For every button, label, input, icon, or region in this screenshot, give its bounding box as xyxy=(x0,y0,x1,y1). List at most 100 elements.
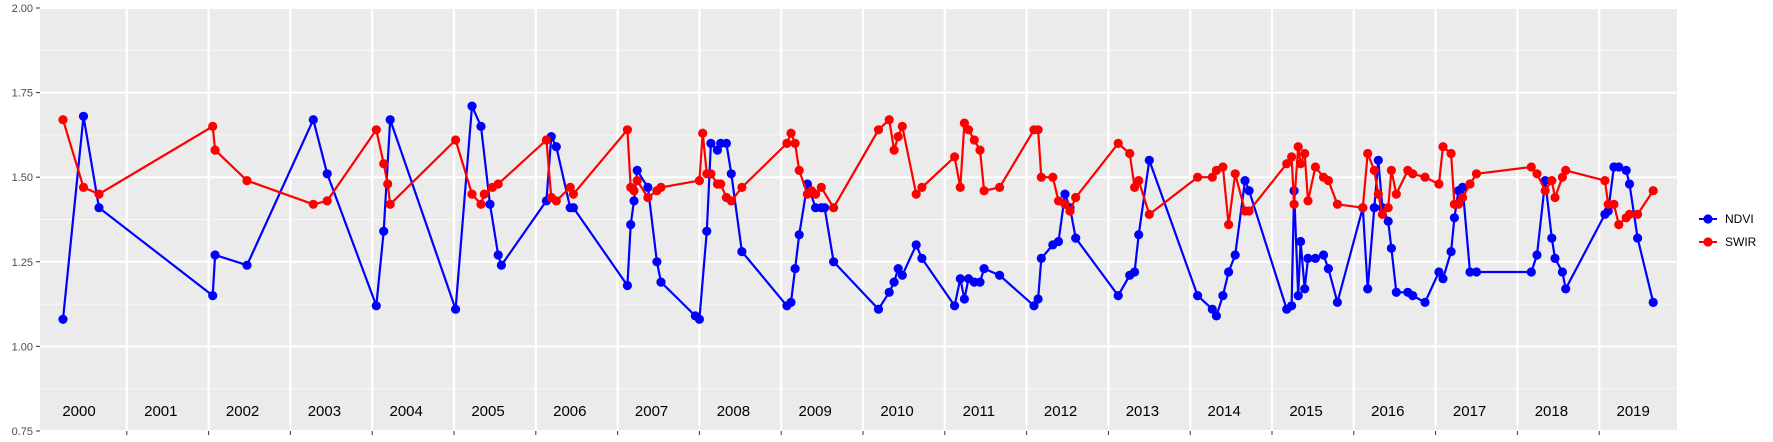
data-point-swir xyxy=(1071,192,1081,203)
data-point-swir xyxy=(975,145,985,155)
data-point-swir xyxy=(479,189,489,199)
data-point-swir xyxy=(1303,196,1313,206)
data-point-ndvi xyxy=(1540,176,1550,186)
data-point-swir xyxy=(568,189,579,199)
data-point-ndvi xyxy=(893,264,903,274)
data-point-ndvi xyxy=(476,121,486,131)
data-point-ndvi xyxy=(551,142,561,152)
data-point-ndvi xyxy=(694,314,705,324)
data-point-ndvi xyxy=(1434,267,1444,277)
data-point-swir xyxy=(1218,162,1228,172)
data-point-swir xyxy=(811,189,821,199)
x-year-label: 2010 xyxy=(880,403,913,420)
x-year-label: 2008 xyxy=(717,403,750,420)
data-point-swir xyxy=(1458,192,1468,203)
data-point-swir xyxy=(1550,192,1560,203)
x-year-label: 2009 xyxy=(799,403,832,420)
data-point-ndvi xyxy=(1244,186,1254,196)
data-point-swir xyxy=(1296,159,1306,169)
x-year-label: 2003 xyxy=(308,403,341,420)
data-point-ndvi xyxy=(1373,155,1383,165)
data-point-ndvi xyxy=(884,287,894,297)
data-point-ndvi xyxy=(379,226,389,236)
data-point-ndvi xyxy=(652,257,662,267)
data-point-swir xyxy=(1224,220,1234,230)
data-point-swir xyxy=(385,199,395,209)
data-point-ndvi xyxy=(1296,236,1306,247)
data-point-swir xyxy=(1033,125,1043,135)
data-point-swir xyxy=(1193,172,1203,182)
data-point-swir xyxy=(816,182,826,192)
data-point-ndvi xyxy=(873,304,884,314)
data-point-swir xyxy=(694,176,705,186)
data-point-ndvi xyxy=(1621,165,1631,175)
data-point-swir xyxy=(1293,142,1303,152)
data-point-swir xyxy=(716,179,726,189)
x-year-label: 2000 xyxy=(62,403,95,420)
data-point-ndvi xyxy=(1550,253,1560,263)
legend-label-swir: SWIR xyxy=(1725,235,1757,249)
data-point-ndvi xyxy=(1300,284,1310,294)
data-point-swir xyxy=(1358,203,1368,213)
data-point-ndvi xyxy=(308,115,318,125)
gridlines xyxy=(40,7,1677,432)
data-point-ndvi xyxy=(1383,216,1393,226)
data-point-swir xyxy=(551,196,561,206)
data-point-ndvi xyxy=(656,277,666,287)
data-point-swir xyxy=(632,176,642,186)
data-point-swir xyxy=(1453,199,1464,209)
data-point-swir xyxy=(950,152,960,162)
data-point-ndvi xyxy=(794,230,804,240)
data-point-ndvi xyxy=(1391,287,1401,297)
data-point-swir xyxy=(963,125,974,135)
x-year-label: 2017 xyxy=(1453,403,1486,420)
data-point-swir xyxy=(873,125,884,135)
data-point-ndvi xyxy=(950,301,960,311)
x-year-label: 2019 xyxy=(1617,403,1650,420)
x-year-label: 2015 xyxy=(1289,403,1322,420)
data-point-swir xyxy=(1230,169,1240,179)
data-point-swir xyxy=(995,182,1005,192)
data-point-ndvi xyxy=(632,165,642,175)
data-point-ndvi xyxy=(959,294,970,304)
data-point-swir xyxy=(917,182,927,192)
data-point-swir xyxy=(1471,169,1482,179)
y-tick-label: 1.75 xyxy=(12,88,33,100)
data-point-ndvi xyxy=(1193,291,1203,301)
data-point-ndvi xyxy=(721,138,732,148)
data-point-ndvi xyxy=(643,182,653,192)
data-point-ndvi xyxy=(568,203,579,213)
data-point-swir xyxy=(1244,206,1254,216)
data-point-swir xyxy=(1323,176,1333,186)
data-point-swir xyxy=(322,196,332,206)
data-point-ndvi xyxy=(706,138,716,148)
data-point-ndvi xyxy=(979,264,989,274)
data-point-ndvi xyxy=(1144,155,1154,165)
x-year-label: 2016 xyxy=(1371,403,1404,420)
data-point-swir xyxy=(897,121,907,131)
data-point-ndvi xyxy=(1420,297,1430,307)
data-point-ndvi xyxy=(1218,291,1228,301)
data-point-swir xyxy=(1332,199,1342,209)
data-point-swir xyxy=(1648,186,1658,196)
data-point-swir xyxy=(1609,199,1619,209)
data-point-swir xyxy=(1125,148,1135,159)
data-point-ndvi xyxy=(911,240,921,250)
data-point-ndvi xyxy=(995,270,1005,280)
data-point-swir xyxy=(698,128,708,138)
data-point-ndvi xyxy=(889,277,899,287)
y-tick-label: 1.00 xyxy=(12,341,33,353)
data-point-swir xyxy=(1561,165,1571,175)
data-point-ndvi xyxy=(1526,267,1536,277)
data-point-swir xyxy=(889,145,899,155)
data-point-swir xyxy=(1600,176,1610,186)
data-point-swir xyxy=(706,169,716,179)
data-point-ndvi xyxy=(790,264,800,274)
data-point-ndvi xyxy=(1130,267,1140,277)
data-point-ndvi xyxy=(1303,253,1313,263)
data-point-swir xyxy=(737,182,747,192)
x-axis: 2000 2001 2002 2003 2004 2005 2006 2007 2008 2009… xyxy=(62,403,1650,435)
data-point-ndvi xyxy=(94,203,104,213)
data-point-ndvi xyxy=(1323,264,1333,274)
x-year-label: 2011 xyxy=(963,403,995,420)
